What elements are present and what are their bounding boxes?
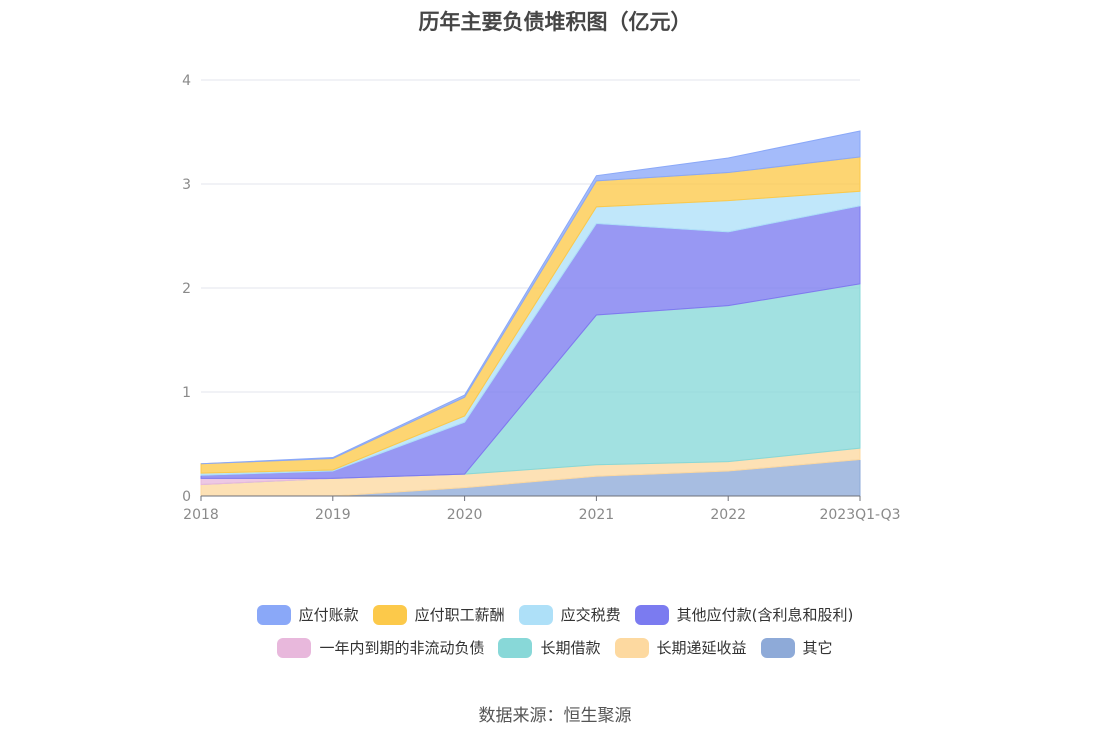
legend-swatch [277,637,312,658]
x-tick-label: 2018 [183,507,219,523]
area-应付账款 [200,130,861,465]
y-tick-label: 3 [182,177,191,193]
legend-item[interactable]: 长期借款 [498,637,601,658]
legend-row: 一年内到期的非流动负债 长期借款 长期递延收益 其它 [0,637,1110,658]
x-tick-label: 2021 [579,507,615,523]
legend-label: 一年内到期的非流动负债 [319,639,485,657]
area-series [200,130,861,497]
y-tick-label: 1 [182,385,191,401]
legend-item[interactable]: 长期递延收益 [614,637,747,658]
y-tick-label: 0 [182,489,191,505]
axes: 0 1 2 3 4 2018 2019 2020 2021 2022 2023Q1-Q3 [182,73,900,523]
legend-row: 应付账款 应付职工薪酬 应交税费 其他应付款(含利息和股利) [0,604,1110,625]
legend-label: 长期借款 [540,639,601,657]
legend-item[interactable]: 应交税费 [518,604,621,625]
legend-swatch [760,637,795,658]
legend: 应付账款 应付职工薪酬 应交税费 其他应付款(含利息和股利) 一年内到期的非流动负债 长… [0,604,1110,670]
legend-item[interactable]: 应付职工薪酬 [372,604,505,625]
x-tick-label: 2020 [447,507,483,523]
stacked-area-chart: 0 1 2 3 4 2018 2019 2020 2021 2022 2023Q1-Q3 [182,73,900,523]
legend-item[interactable]: 应付账款 [256,604,359,625]
legend-label: 长期递延收益 [656,639,747,657]
legend-label: 其他应付款(含利息和股利) [676,606,854,624]
y-tick-label: 4 [182,73,191,89]
data-source: 数据来源：恒生聚源 [478,706,632,726]
legend-item[interactable]: 其他应付款(含利息和股利) [634,604,854,625]
legend-label: 应付账款 [298,606,359,624]
legend-label: 应交税费 [560,606,621,624]
legend-swatch [498,637,533,658]
legend-swatch [372,604,407,625]
legend-item[interactable]: 一年内到期的非流动负债 [277,637,484,658]
legend-swatch [614,637,649,658]
chart-title: 历年主要负债堆积图（亿元） [418,10,692,34]
legend-label: 应付职工薪酬 [414,606,505,624]
x-tick-label: 2023Q1-Q3 [819,507,900,523]
legend-item[interactable]: 其它 [760,637,833,658]
x-tick-label: 2019 [315,507,351,523]
legend-swatch [518,604,553,625]
legend-swatch [634,604,669,625]
legend-swatch [256,604,291,625]
x-tick-label: 2022 [710,507,746,523]
y-tick-label: 2 [182,281,191,297]
legend-label: 其它 [802,639,833,657]
